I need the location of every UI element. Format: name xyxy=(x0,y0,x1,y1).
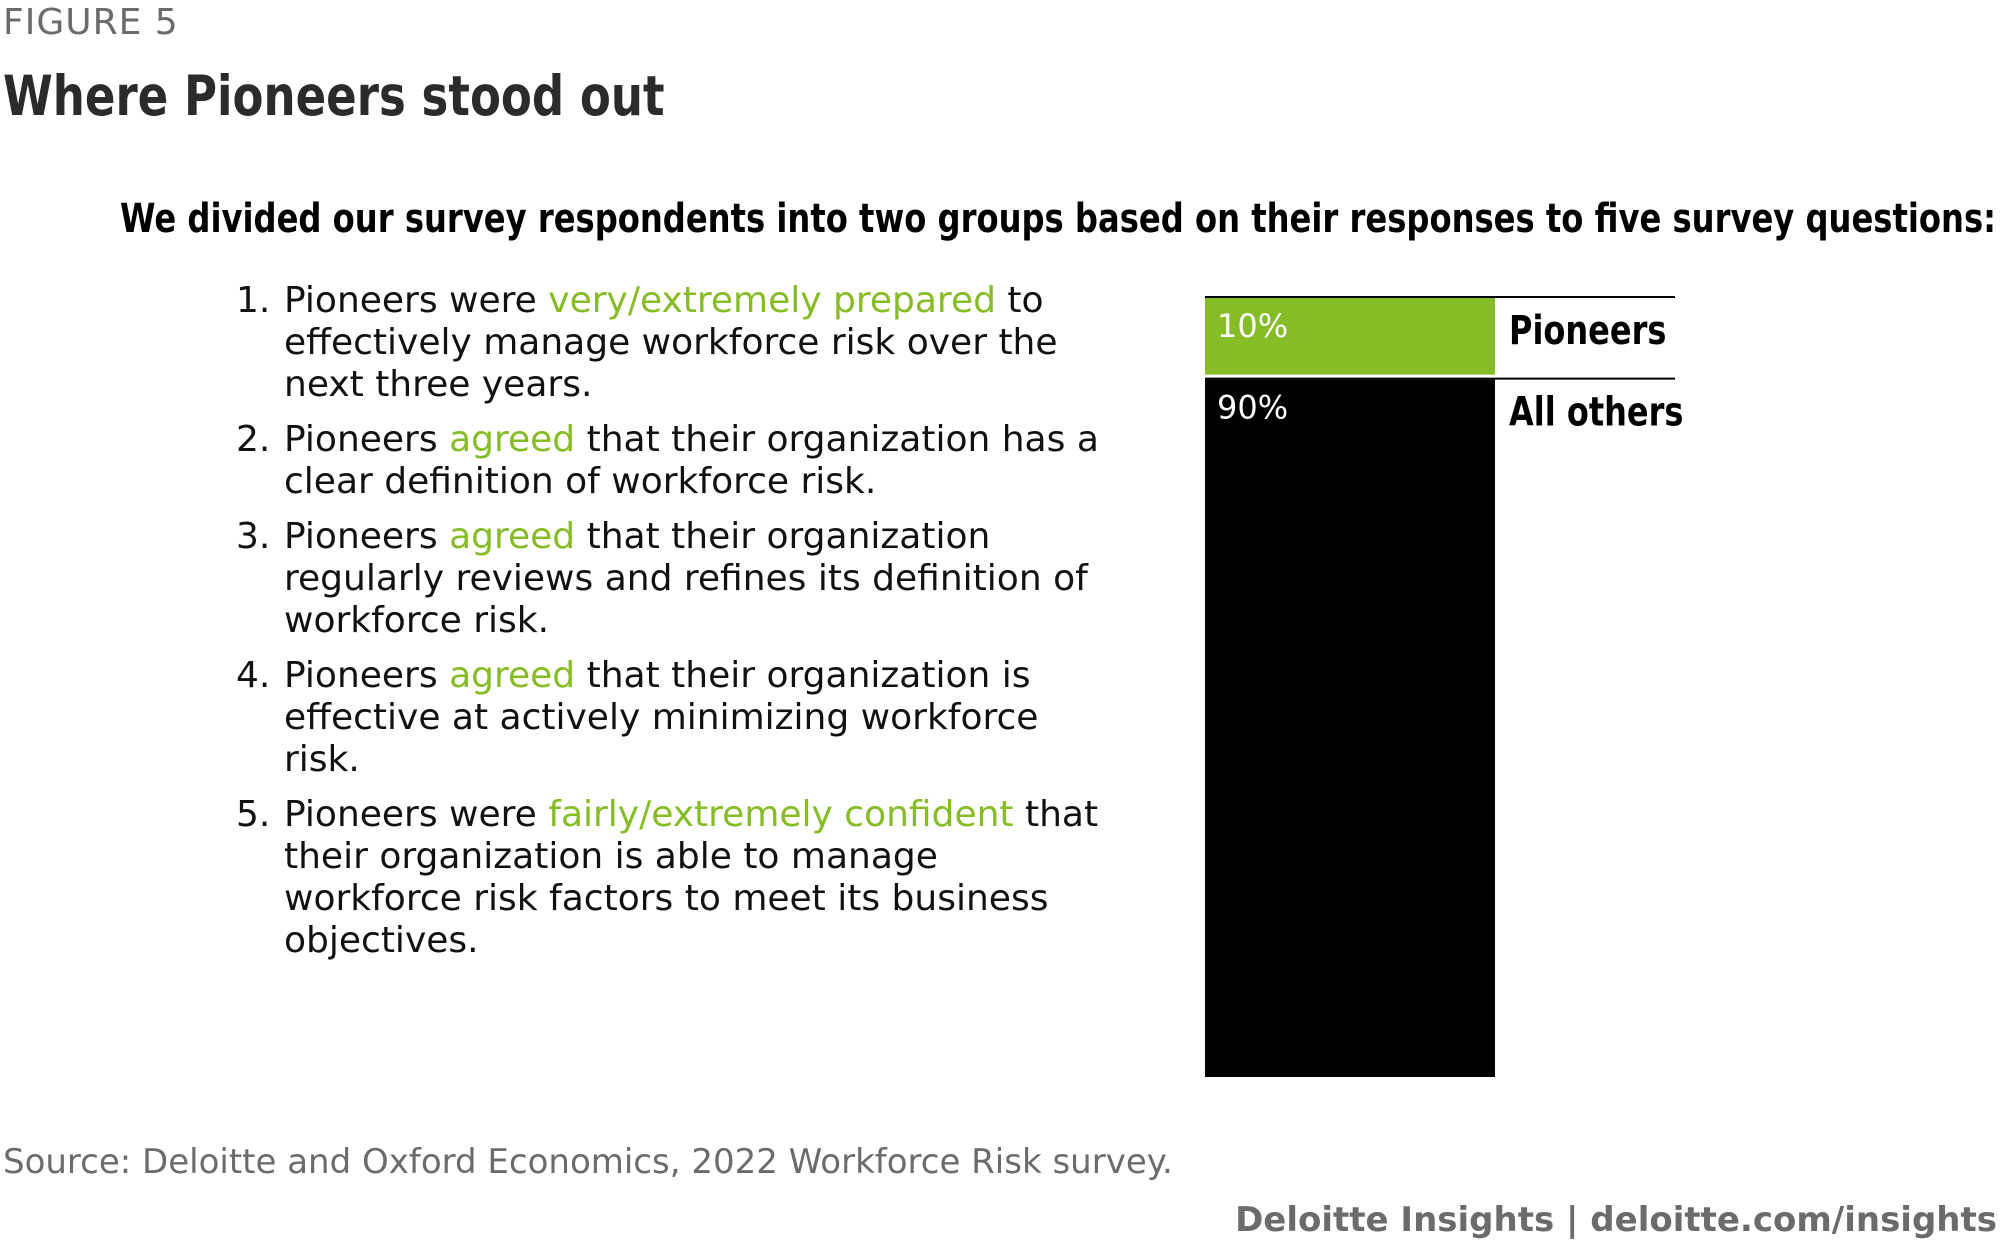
question-text-after: that their organization regularly review… xyxy=(284,516,1088,641)
question-number: 4. xyxy=(236,655,271,696)
question-number: 3. xyxy=(236,516,271,557)
question-text-after: to effectively manage workforce risk ove… xyxy=(284,280,1058,405)
question-highlight: agreed xyxy=(449,516,576,557)
question-item: 3. Pioneers agreed that their organizati… xyxy=(0,516,1100,642)
question-item: 2. Pioneers agreed that their organizati… xyxy=(0,419,1100,503)
bar-segment-pioneers xyxy=(1205,298,1495,375)
stacked-bar-chart: 10% Pioneers 90% All others xyxy=(1205,296,1683,1078)
intro-text: We divided our survey respondents into t… xyxy=(120,196,1997,242)
data-label: 10% xyxy=(1217,307,1288,345)
figure-label: FIGURE 5 xyxy=(3,2,179,43)
question-highlight: fairly/extremely confident xyxy=(548,794,1014,835)
question-text-before: Pioneers were xyxy=(284,794,549,835)
question-text-after: that their organization has a clear defi… xyxy=(284,419,1099,502)
category-label: Pioneers xyxy=(1509,306,1666,353)
question-item: 1. Pioneers were very/extremely prepared… xyxy=(0,280,1100,406)
question-text-after: that their organization is able to manag… xyxy=(284,794,1099,961)
data-label: 90% xyxy=(1217,389,1288,427)
question-number: 2. xyxy=(236,419,271,460)
question-text-after: that their organization is effective at … xyxy=(284,655,1039,780)
question-text-before: Pioneers were xyxy=(284,280,549,321)
question-text-before: Pioneers xyxy=(284,516,450,557)
question-number: 5. xyxy=(236,794,271,835)
source-note: Source: Deloitte and Oxford Economics, 2… xyxy=(3,1142,1173,1182)
question-list: 1. Pioneers were very/extremely prepared… xyxy=(0,280,1100,975)
question-highlight: agreed xyxy=(449,419,576,460)
brand-footer: Deloitte Insights | deloitte.com/insight… xyxy=(1235,1200,1997,1240)
question-item: 5. Pioneers were fairly/extremely confid… xyxy=(0,794,1100,962)
question-text-before: Pioneers xyxy=(284,419,450,460)
page-title: Where Pioneers stood out xyxy=(3,64,665,128)
question-highlight: very/extremely prepared xyxy=(548,280,996,321)
question-text-before: Pioneers xyxy=(284,655,450,696)
question-number: 1. xyxy=(236,280,271,321)
bar-segment-all-others xyxy=(1205,379,1495,1078)
question-highlight: agreed xyxy=(449,655,576,696)
category-label: All others xyxy=(1509,388,1683,435)
question-item: 4. Pioneers agreed that their organizati… xyxy=(0,655,1100,781)
